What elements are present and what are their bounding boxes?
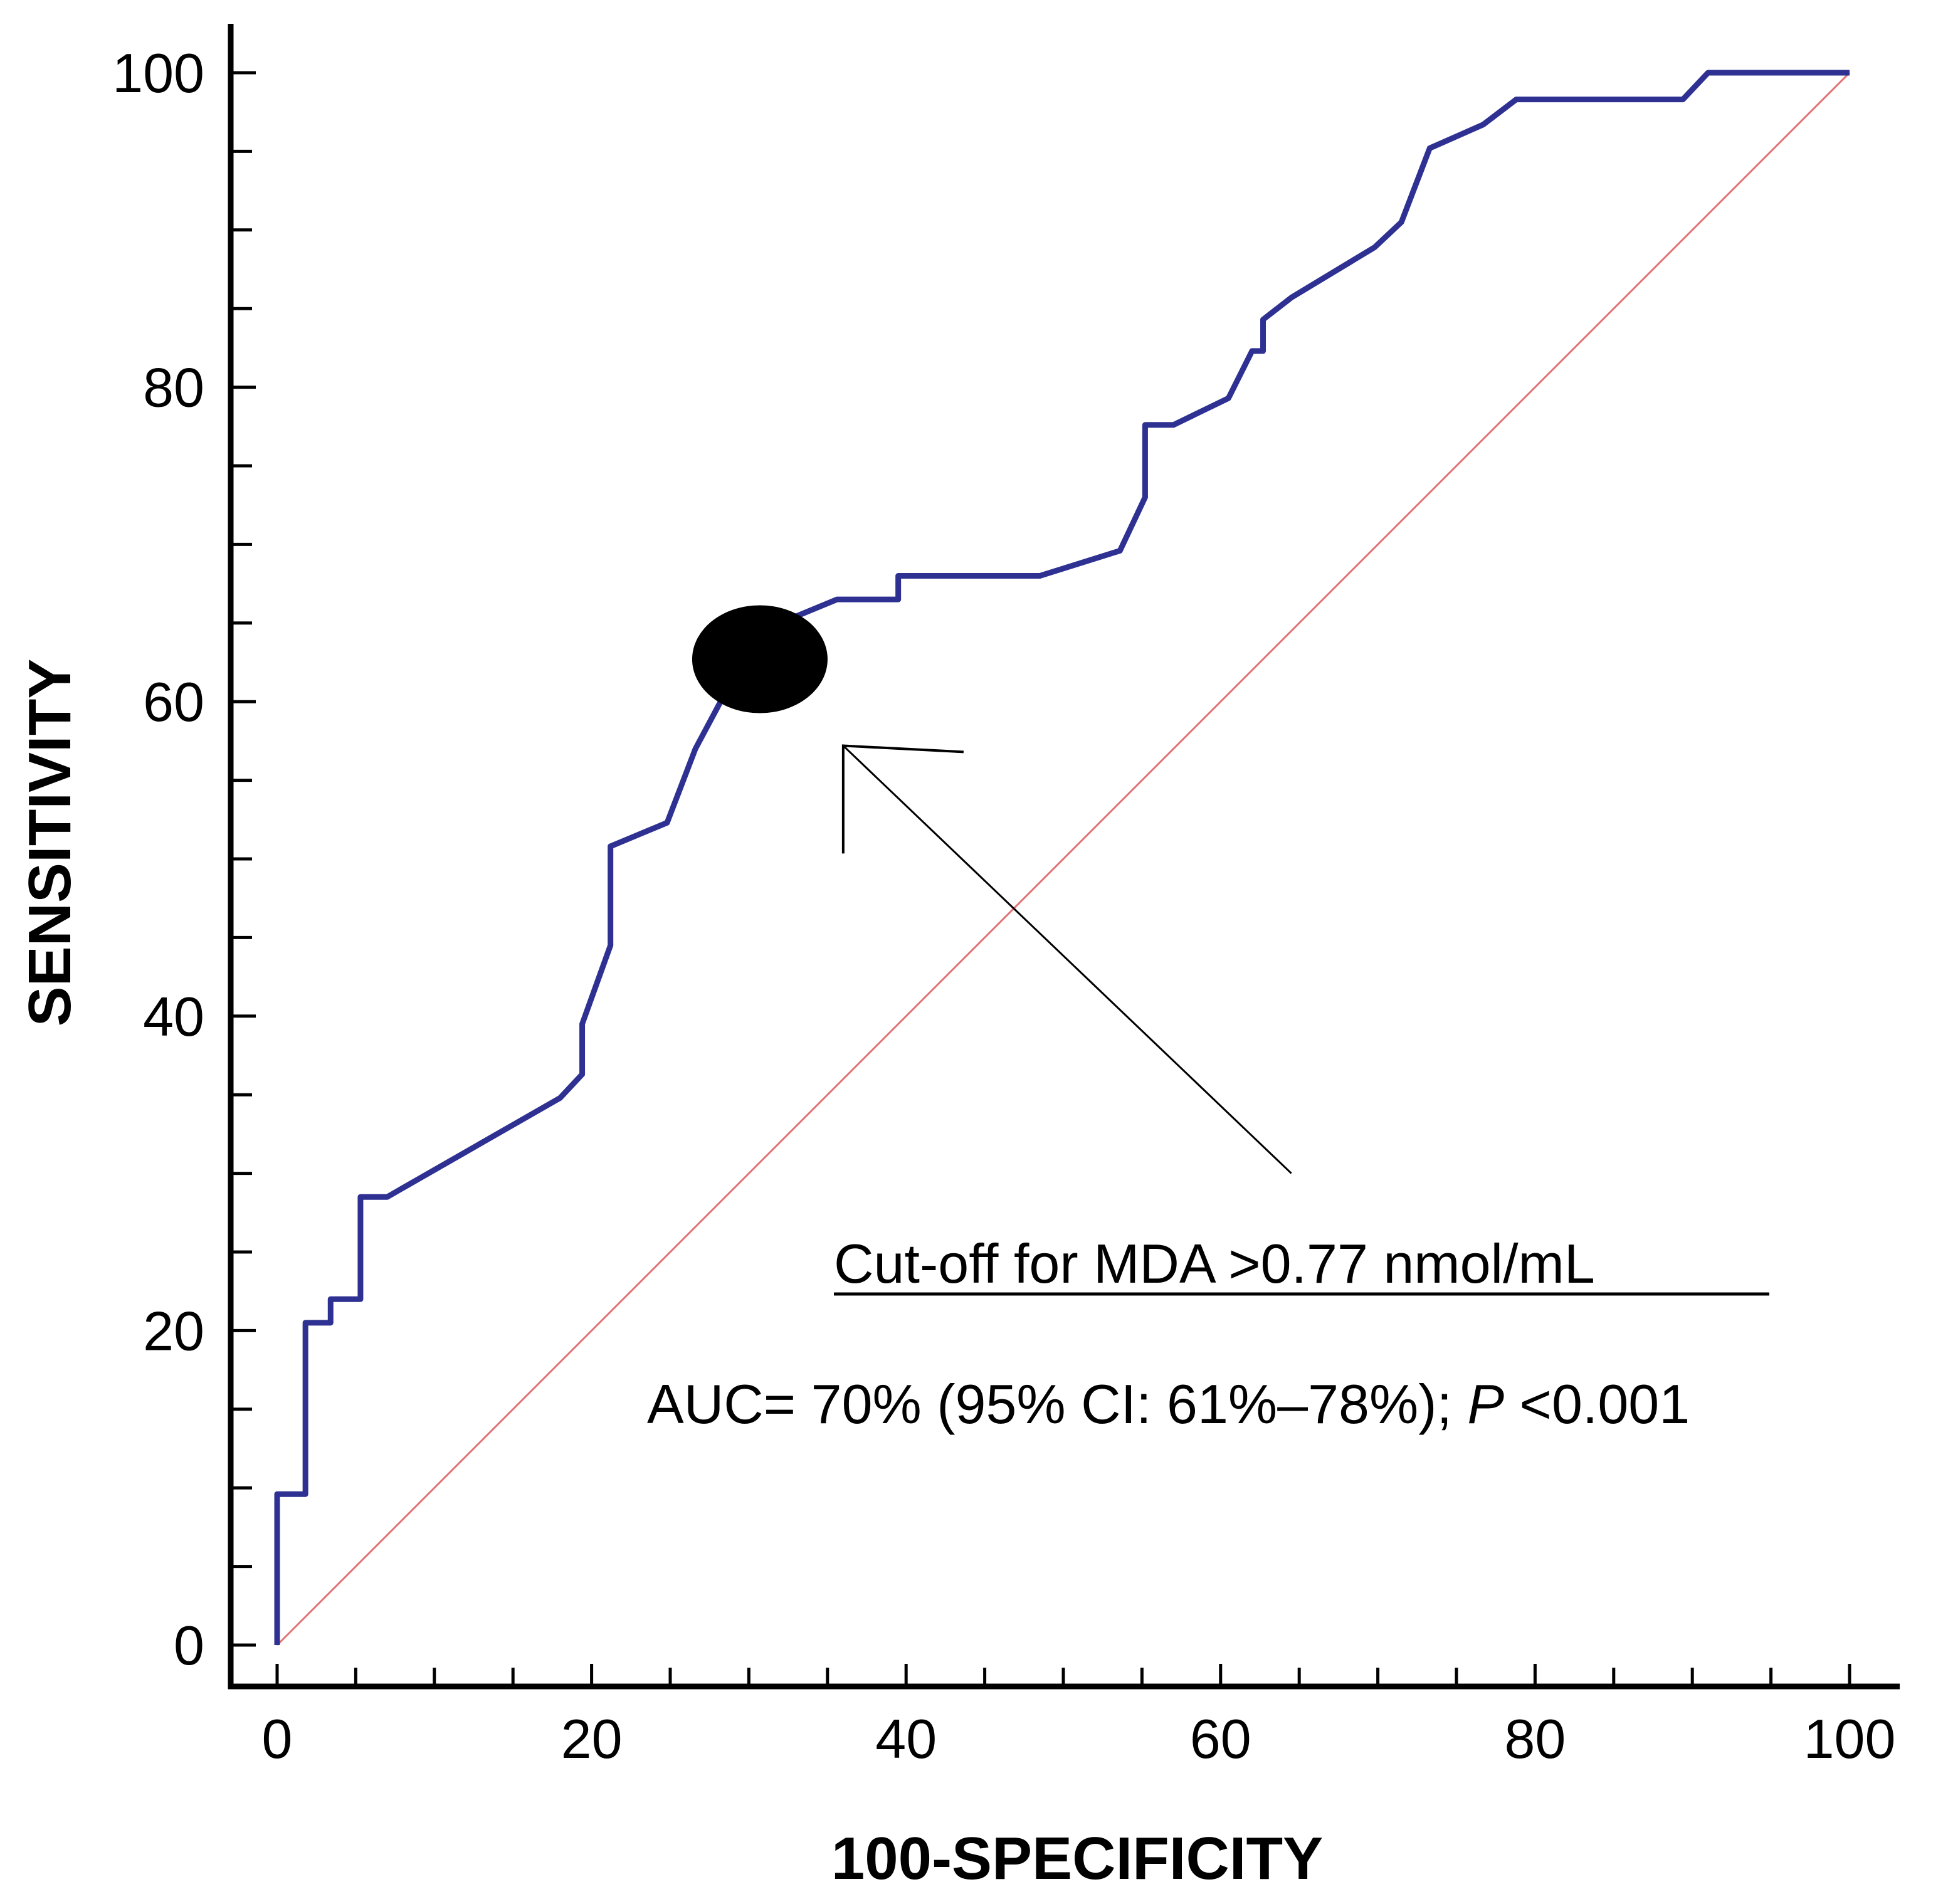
tick-labels-layer: 0 20 40 60 80 100 0 20 40 60 80 100 <box>112 42 1895 1770</box>
x-tick-label: 40 <box>875 1708 937 1770</box>
y-tick-label: 40 <box>143 986 204 1048</box>
cutoff-point-marker <box>692 605 828 713</box>
y-tick-label: 0 <box>174 1614 204 1676</box>
auc-annotation: AUC= 70% (95% CI: 61%–78%); P <0.001 <box>647 1373 1690 1435</box>
auc-main-text: AUC= 70% (95% CI: 61%–78%); <box>647 1373 1467 1435</box>
y-tick-label: 100 <box>112 42 204 104</box>
x-tick-label: 60 <box>1190 1708 1251 1770</box>
x-tick-label: 0 <box>262 1708 293 1770</box>
arrow-head <box>841 744 964 854</box>
p-symbol: P <box>1467 1373 1504 1435</box>
p-value-text: <0.001 <box>1504 1373 1690 1435</box>
x-tick-label: 80 <box>1504 1708 1566 1770</box>
x-tick-label: 20 <box>561 1708 623 1770</box>
roc-curve <box>274 70 1850 1645</box>
arrow-shaft <box>842 745 1292 1174</box>
y-tick-label: 80 <box>143 357 204 419</box>
y-axis-title: SENSITIVITY <box>16 659 83 1027</box>
series-layer <box>274 70 1851 1646</box>
reference-line <box>276 71 1851 1646</box>
y-tick-label: 60 <box>143 671 204 733</box>
marker-layer <box>692 605 1292 1174</box>
y-tick-label: 20 <box>143 1300 204 1362</box>
x-axis-title: 100-SPECIFICITY <box>831 1825 1323 1892</box>
x-tick-label: 100 <box>1804 1708 1896 1770</box>
cutoff-annotation: Cut-off for MDA >0.77 nmol/mL <box>834 1233 1595 1295</box>
ticks-layer <box>231 71 1851 1686</box>
